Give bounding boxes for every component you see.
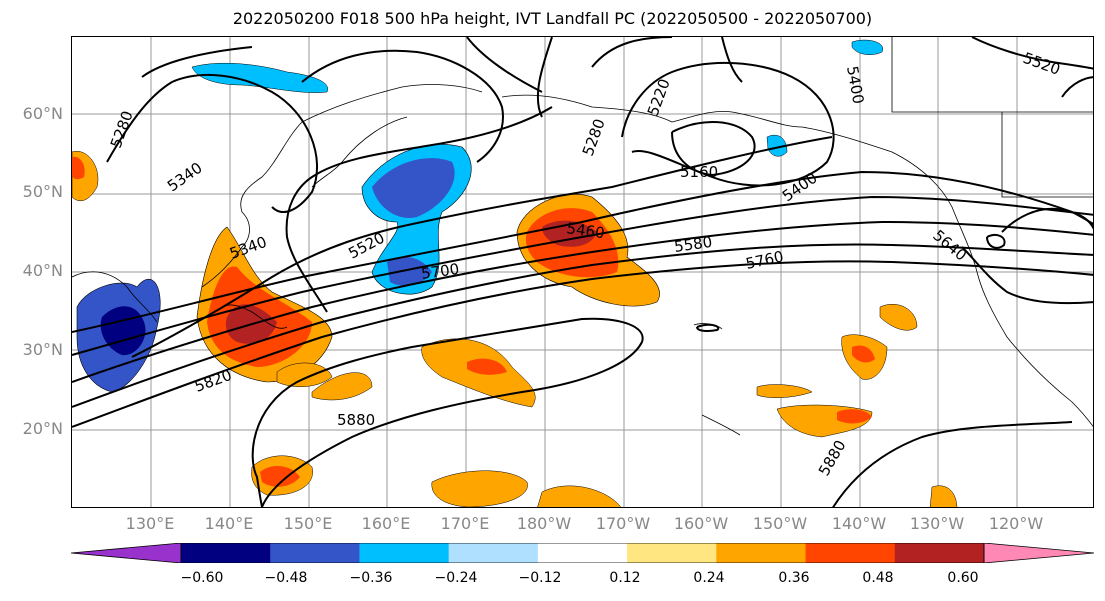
- colorbar-segment: [181, 543, 271, 563]
- lon-label-120w: 120°W: [988, 514, 1044, 533]
- colorbar-segment: [270, 543, 360, 563]
- colorbar-tick: 0.24: [693, 570, 725, 586]
- contour-label: 5460: [565, 219, 605, 242]
- contour-label: 5640: [929, 226, 970, 264]
- contour-label: 5820: [192, 366, 234, 396]
- contour-label: 5280: [579, 116, 609, 158]
- lon-label-150w: 150°W: [752, 514, 808, 533]
- contour-label: 5520: [1021, 49, 1063, 79]
- height-contours: [72, 37, 1093, 507]
- lon-label-140e: 140°E: [204, 514, 254, 533]
- colorbar-segment: [359, 543, 450, 563]
- contour-label: 5340: [164, 159, 206, 196]
- lon-label-140w: 140°W: [831, 514, 887, 533]
- map-title: 2022050200 F018 500 hPa height, IVT Land…: [232, 9, 873, 28]
- lon-label-130w: 130°W: [909, 514, 965, 533]
- map-canvas: 5280 5340 5520 5340 5700 5820 5880 5460 …: [72, 37, 1093, 507]
- contour-label: 5700: [420, 260, 460, 283]
- colorbar-segment: [894, 543, 985, 563]
- lon-label-150e: 150°E: [283, 514, 333, 533]
- contour-label: 5400: [779, 169, 821, 206]
- lat-label-30: 30°N: [22, 340, 63, 359]
- lat-label-40: 40°N: [22, 261, 63, 280]
- lat-label-20: 20°N: [22, 419, 63, 438]
- colorbar-tick: −0.36: [349, 570, 393, 586]
- colorbar-tick: −0.12: [518, 570, 562, 586]
- lon-label-170w: 170°W: [595, 514, 651, 533]
- colorbar-tick: −0.48: [264, 570, 308, 586]
- contour-label: 5160: [680, 163, 718, 181]
- colorbar-tick: 0.36: [778, 570, 810, 586]
- colorbar: [71, 543, 1094, 563]
- colorbar-tick: 0.12: [609, 570, 641, 586]
- lon-label-180w: 180°W: [516, 514, 572, 533]
- colorbar-tick: −0.24: [434, 570, 478, 586]
- contour-label: 5220: [644, 76, 674, 118]
- contour-label: 5880: [815, 437, 850, 479]
- map-panel: 5280 5340 5520 5340 5700 5820 5880 5460 …: [71, 36, 1094, 508]
- contour-label: 5580: [673, 233, 713, 256]
- colorbar-extend-high: [983, 543, 1094, 563]
- colorbar-extend-low: [71, 543, 182, 563]
- lon-label-160w: 160°W: [673, 514, 729, 533]
- lon-label-130e: 130°E: [125, 514, 175, 533]
- colorbar-segment: [448, 543, 539, 563]
- colorbar-segment: [805, 543, 896, 563]
- lon-label-170e: 170°E: [440, 514, 490, 533]
- contour-label: 5400: [843, 65, 867, 106]
- lat-label-50: 50°N: [22, 182, 63, 201]
- coastlines: [72, 37, 1093, 436]
- contour-label: 5760: [744, 247, 785, 273]
- lat-label-60: 60°N: [22, 104, 63, 123]
- lon-label-160e: 160°E: [361, 514, 411, 533]
- colorbar-outline: [180, 543, 985, 563]
- colorbar-segment: [716, 543, 807, 563]
- colorbar-tick: 0.48: [862, 570, 894, 586]
- ivt-shading: [72, 39, 958, 507]
- colorbar-segment: [537, 543, 628, 563]
- colorbar-tick: 0.60: [947, 570, 979, 586]
- contour-label: 5880: [337, 411, 375, 429]
- contour-label: 5280: [107, 108, 137, 150]
- colorbar-segment: [627, 543, 717, 563]
- colorbar-tick: −0.60: [180, 570, 224, 586]
